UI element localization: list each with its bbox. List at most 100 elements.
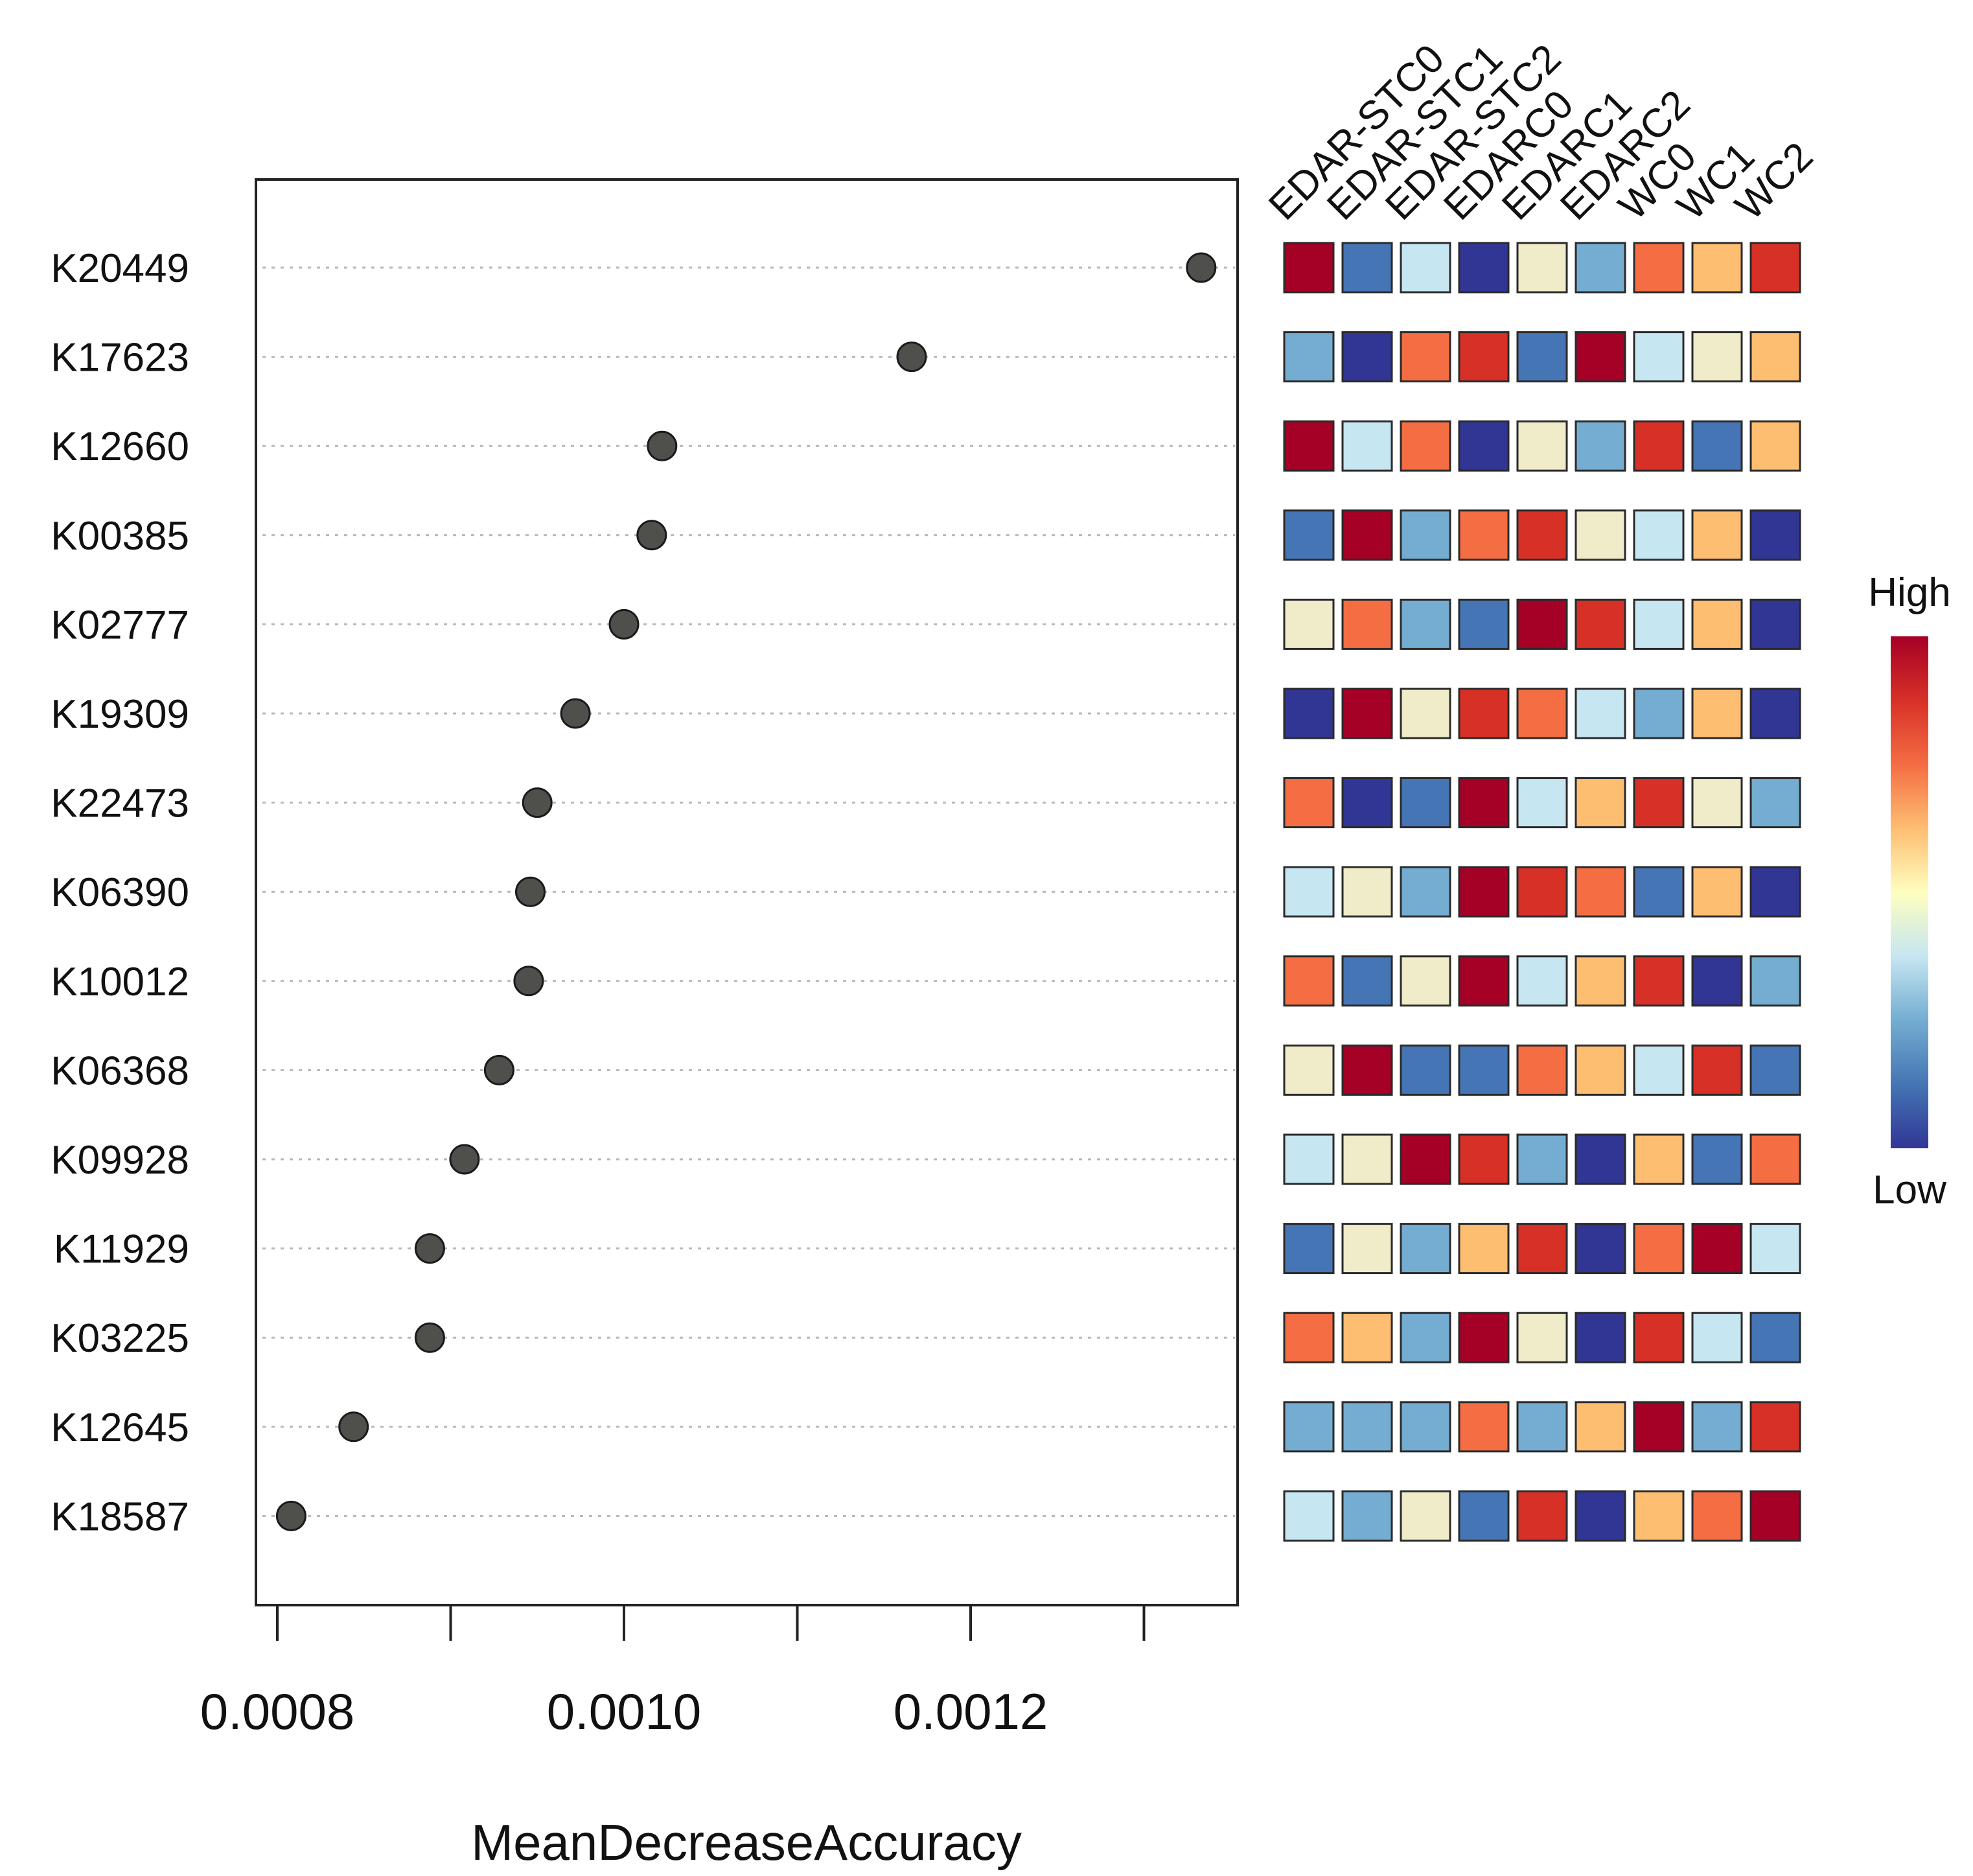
heatmap-cell bbox=[1691, 866, 1743, 918]
heatmap-cell bbox=[1516, 866, 1568, 918]
heatmap-cell bbox=[1400, 1133, 1451, 1185]
x-tick-label: 0.0010 bbox=[547, 1683, 702, 1740]
heatmap-cell bbox=[1458, 1490, 1510, 1542]
heatmap-cell bbox=[1458, 1223, 1510, 1275]
heatmap-cell bbox=[1283, 1044, 1335, 1096]
heatmap-cell bbox=[1691, 1044, 1743, 1096]
heatmap-cell bbox=[1633, 331, 1685, 383]
heatmap-cell bbox=[1341, 955, 1393, 1007]
dot-K06368 bbox=[483, 1054, 514, 1085]
heatmap-cell bbox=[1691, 1401, 1743, 1453]
y-label-K11929: K11929 bbox=[54, 1227, 189, 1272]
heatmap-cell bbox=[1516, 688, 1568, 739]
heatmap-cell bbox=[1400, 866, 1451, 918]
x-tick-label: 0.0012 bbox=[894, 1683, 1048, 1740]
heatmap-cell bbox=[1458, 1401, 1510, 1453]
heatmap-cell bbox=[1341, 688, 1393, 739]
heatmap-cell bbox=[1400, 1044, 1451, 1096]
heatmap-cell bbox=[1516, 242, 1568, 294]
dots bbox=[275, 252, 1217, 1531]
heatmap-cell bbox=[1400, 777, 1451, 829]
heatmap-cell bbox=[1575, 866, 1626, 918]
y-label-K06390: K06390 bbox=[51, 870, 189, 915]
legend-color-bar bbox=[1891, 636, 1928, 1148]
heatmap-cell bbox=[1341, 1223, 1393, 1275]
heatmap-cell bbox=[1458, 1044, 1510, 1096]
heatmap-cell bbox=[1400, 955, 1451, 1007]
heatmap-cell bbox=[1516, 1401, 1568, 1453]
y-label-K12660: K12660 bbox=[51, 424, 189, 469]
heatmap-cell bbox=[1691, 598, 1743, 650]
y-label-K22473: K22473 bbox=[51, 782, 189, 826]
heatmap-cell bbox=[1575, 420, 1626, 472]
heatmap-cell bbox=[1633, 242, 1685, 294]
heatmap-cell bbox=[1516, 598, 1568, 650]
dot-K12645 bbox=[338, 1411, 369, 1442]
heatmap-cell bbox=[1691, 509, 1743, 561]
heatmap-cell bbox=[1633, 509, 1685, 561]
dot-K06390 bbox=[515, 876, 546, 907]
y-label-K00385: K00385 bbox=[51, 514, 189, 559]
heatmap-cell bbox=[1575, 955, 1626, 1007]
heatmap-cell bbox=[1633, 1044, 1685, 1096]
heatmap-cell bbox=[1341, 598, 1393, 650]
heatmap-cell bbox=[1633, 688, 1685, 739]
heatmap-cell bbox=[1516, 1490, 1568, 1542]
heatmap-cell bbox=[1516, 1044, 1568, 1096]
heatmap-cell bbox=[1283, 331, 1335, 383]
y-label-K12645: K12645 bbox=[51, 1406, 189, 1450]
heatmap-cell bbox=[1458, 1133, 1510, 1185]
dot-K11929 bbox=[414, 1233, 445, 1264]
heatmap-cell bbox=[1341, 866, 1393, 918]
heatmap-cell bbox=[1633, 420, 1685, 472]
heatmap-cell bbox=[1458, 420, 1510, 472]
heatmap-cell bbox=[1283, 688, 1335, 739]
heatmap-cell bbox=[1341, 331, 1393, 383]
y-label-K10012: K10012 bbox=[51, 960, 189, 1004]
heatmap-cell bbox=[1633, 1223, 1685, 1275]
heatmap-cell bbox=[1691, 1312, 1743, 1363]
heatmap-cell bbox=[1458, 1312, 1510, 1363]
heatmap-cell bbox=[1691, 777, 1743, 829]
heatmap-cell bbox=[1575, 331, 1626, 383]
heatmap-cell bbox=[1283, 1133, 1335, 1185]
heatmap-cell bbox=[1341, 1133, 1393, 1185]
y-label-K03225: K03225 bbox=[51, 1316, 189, 1361]
heatmap-cell bbox=[1691, 242, 1743, 294]
heatmap-cell bbox=[1516, 509, 1568, 561]
heatmap-cell bbox=[1400, 1223, 1451, 1275]
gridlines bbox=[262, 266, 1235, 1517]
heatmap-cell bbox=[1691, 955, 1743, 1007]
heatmap-cell bbox=[1633, 955, 1685, 1007]
heatmap-cell bbox=[1400, 242, 1451, 294]
heatmap-cell bbox=[1749, 1490, 1801, 1542]
heatmap-cell bbox=[1749, 509, 1801, 561]
heatmap-cell bbox=[1633, 866, 1685, 918]
dot-K00385 bbox=[636, 520, 667, 551]
y-label-K06368: K06368 bbox=[51, 1048, 189, 1093]
color-legend: High Low bbox=[1868, 570, 1951, 1212]
heatmap-column-labels: EDAR-STC0EDAR-STC1EDAR-STC2EDARC0EDARC1E… bbox=[1260, 36, 1821, 229]
y-label-K19309: K19309 bbox=[51, 692, 189, 737]
heatmap-cell bbox=[1400, 1401, 1451, 1453]
x-tick-label: 0.0008 bbox=[200, 1683, 355, 1740]
heatmap-cell bbox=[1283, 1401, 1335, 1453]
y-label-K18587: K18587 bbox=[51, 1494, 189, 1539]
heatmap-cell bbox=[1575, 1312, 1626, 1363]
dot-K03225 bbox=[414, 1322, 445, 1353]
heatmap-cell bbox=[1749, 955, 1801, 1007]
heatmap-cell bbox=[1575, 688, 1626, 739]
legend-low-label: Low bbox=[1873, 1168, 1946, 1212]
y-label-K17623: K17623 bbox=[51, 336, 189, 380]
heatmap-cell bbox=[1283, 1490, 1335, 1542]
heatmap-cell bbox=[1458, 777, 1510, 829]
heatmap-cell bbox=[1516, 331, 1568, 383]
heatmap-cell bbox=[1458, 331, 1510, 383]
heatmap-cell bbox=[1458, 509, 1510, 561]
heatmap-cell bbox=[1400, 420, 1451, 472]
heatmap-cell bbox=[1341, 1044, 1393, 1096]
heatmap-cell bbox=[1749, 1044, 1801, 1096]
heatmap-cell bbox=[1575, 777, 1626, 829]
heatmap-cell bbox=[1283, 242, 1335, 294]
